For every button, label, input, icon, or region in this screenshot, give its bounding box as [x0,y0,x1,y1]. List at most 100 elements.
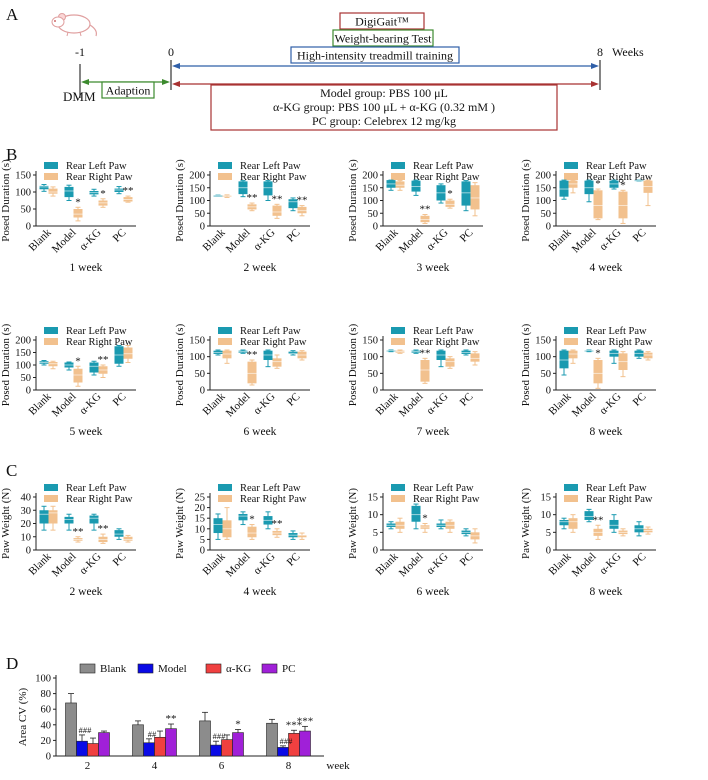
box-right [297,535,307,538]
significance-mark: *** [286,719,303,731]
y-tick-label: 50 [21,205,32,216]
box-right [123,536,133,541]
legend-swatch-right [44,495,58,502]
y-axis-label: Area CV (%) [17,687,29,746]
legend-swatch-left [44,162,58,169]
y-tick-label: 100 [535,196,551,207]
x-tick-label: PC [111,227,129,245]
significance-mark: ** [98,354,109,366]
x-tick-label: Model [224,391,253,420]
y-tick-label: 100 [15,361,31,372]
legend-swatch-right [218,173,232,180]
x-tick-label: PC [111,391,129,409]
y-tick-label: 5 [200,535,205,546]
adaption-label: Adaption [106,84,151,98]
legend-label-right: Rear Right Paw [66,172,133,183]
panel-a-label: A [6,5,19,24]
box-left [461,181,471,206]
y-tick-label: 40 [21,493,32,504]
significance-mark: ** [272,518,283,530]
box-right [420,215,430,223]
legend-label-right: Rear Right Paw [586,494,653,505]
box-right [445,200,455,207]
x-tick-label: Model [50,227,79,256]
legend-label-right: Rear Right Paw [240,172,307,183]
bar-Model [76,740,88,757]
y-tick-label: 5 [373,528,378,539]
bar-α-KG [221,739,233,757]
dmm-label: DMM [63,89,96,104]
legend-swatch-right [564,338,578,345]
chart-title: 4 week [244,586,277,598]
significance-mark: ** [420,347,431,359]
legend-label-right: Rear Right Paw [586,337,653,348]
y-tick-label: 0 [26,546,31,557]
box-left [288,199,298,209]
bar-Model [210,744,222,757]
bar-Blank [199,720,211,757]
box-right [593,190,603,219]
box-left [89,515,99,524]
box-right [593,360,603,384]
box-right [568,350,578,359]
legend-label-right: Rear Right Paw [240,337,307,348]
box-left [213,195,223,197]
bar-chart-12: 0 20 40 60 80 100 Area CV (%) Blank Model α-KG PC 2… [17,663,350,772]
x-unit-label: week [326,760,350,772]
x-tick-label: PC [631,551,649,569]
legend-label-left: Rear Left Paw [586,483,647,494]
box-right [618,191,628,219]
box-left [559,350,569,369]
y-tick-label: 15 [195,514,206,525]
box-right [73,209,83,218]
significance-mark: ** [247,192,258,204]
legend-swatch-right [44,173,58,180]
y-tick-label: 80 [41,689,52,700]
chart-title: 3 week [417,262,450,274]
legend-label-left: Rear Left Paw [586,161,647,172]
legend-swatch-left [44,484,58,491]
y-tick-label: 10 [541,510,552,521]
y-tick-label: 0 [200,222,205,233]
x-tick-label: α-KG [251,391,277,417]
bar-Blank [132,724,144,757]
bar-Blank [65,702,77,757]
legend-swatch-right [218,495,232,502]
box-chart-8: 0 10 20 30 40 Paw Weight (N) Rear Left PawRear… [0,483,136,598]
significance-mark: ** [297,195,308,207]
x-tick-label: PC [285,391,303,409]
panel-a: A DigiGait™ Weight-bearing Test High-int… [6,5,644,131]
legend-swatch-left [564,484,578,491]
box-right [470,185,480,210]
y-tick-label: 100 [362,196,378,207]
significance-mark: * [620,179,626,191]
legend-label-left: Rear Left Paw [66,483,127,494]
bar-PC [299,730,311,757]
box-left [584,511,594,520]
weight-bearing-label: Weight-bearing Test [335,32,433,46]
significance-mark: * [100,188,106,200]
x-tick-label: α-KG [424,227,450,253]
significance-mark: * [249,514,255,526]
bar-α-KG [154,736,166,757]
y-tick-label: 200 [362,171,378,182]
x-tick-label: 6 [219,760,225,772]
legend-swatch-right [564,173,578,180]
x-tick-label: Model [224,551,253,580]
y-axis-label: Posed Duration (s) [520,323,532,406]
y-tick-label: 100 [189,352,205,363]
box-right [247,526,257,538]
significance-mark: * [422,513,428,525]
significance-mark: * [595,347,601,359]
legend-label-left: Rear Left Paw [413,326,474,337]
significance-mark: * [235,718,241,730]
chart-title: 8 week [590,426,623,438]
significance-mark: ** [272,193,283,205]
legend-label-right: Rear Right Paw [240,494,307,505]
chart-title: 1 week [70,262,103,274]
x-tick-label: PC [631,227,649,245]
y-axis-label: Posed Duration (s) [174,159,186,242]
